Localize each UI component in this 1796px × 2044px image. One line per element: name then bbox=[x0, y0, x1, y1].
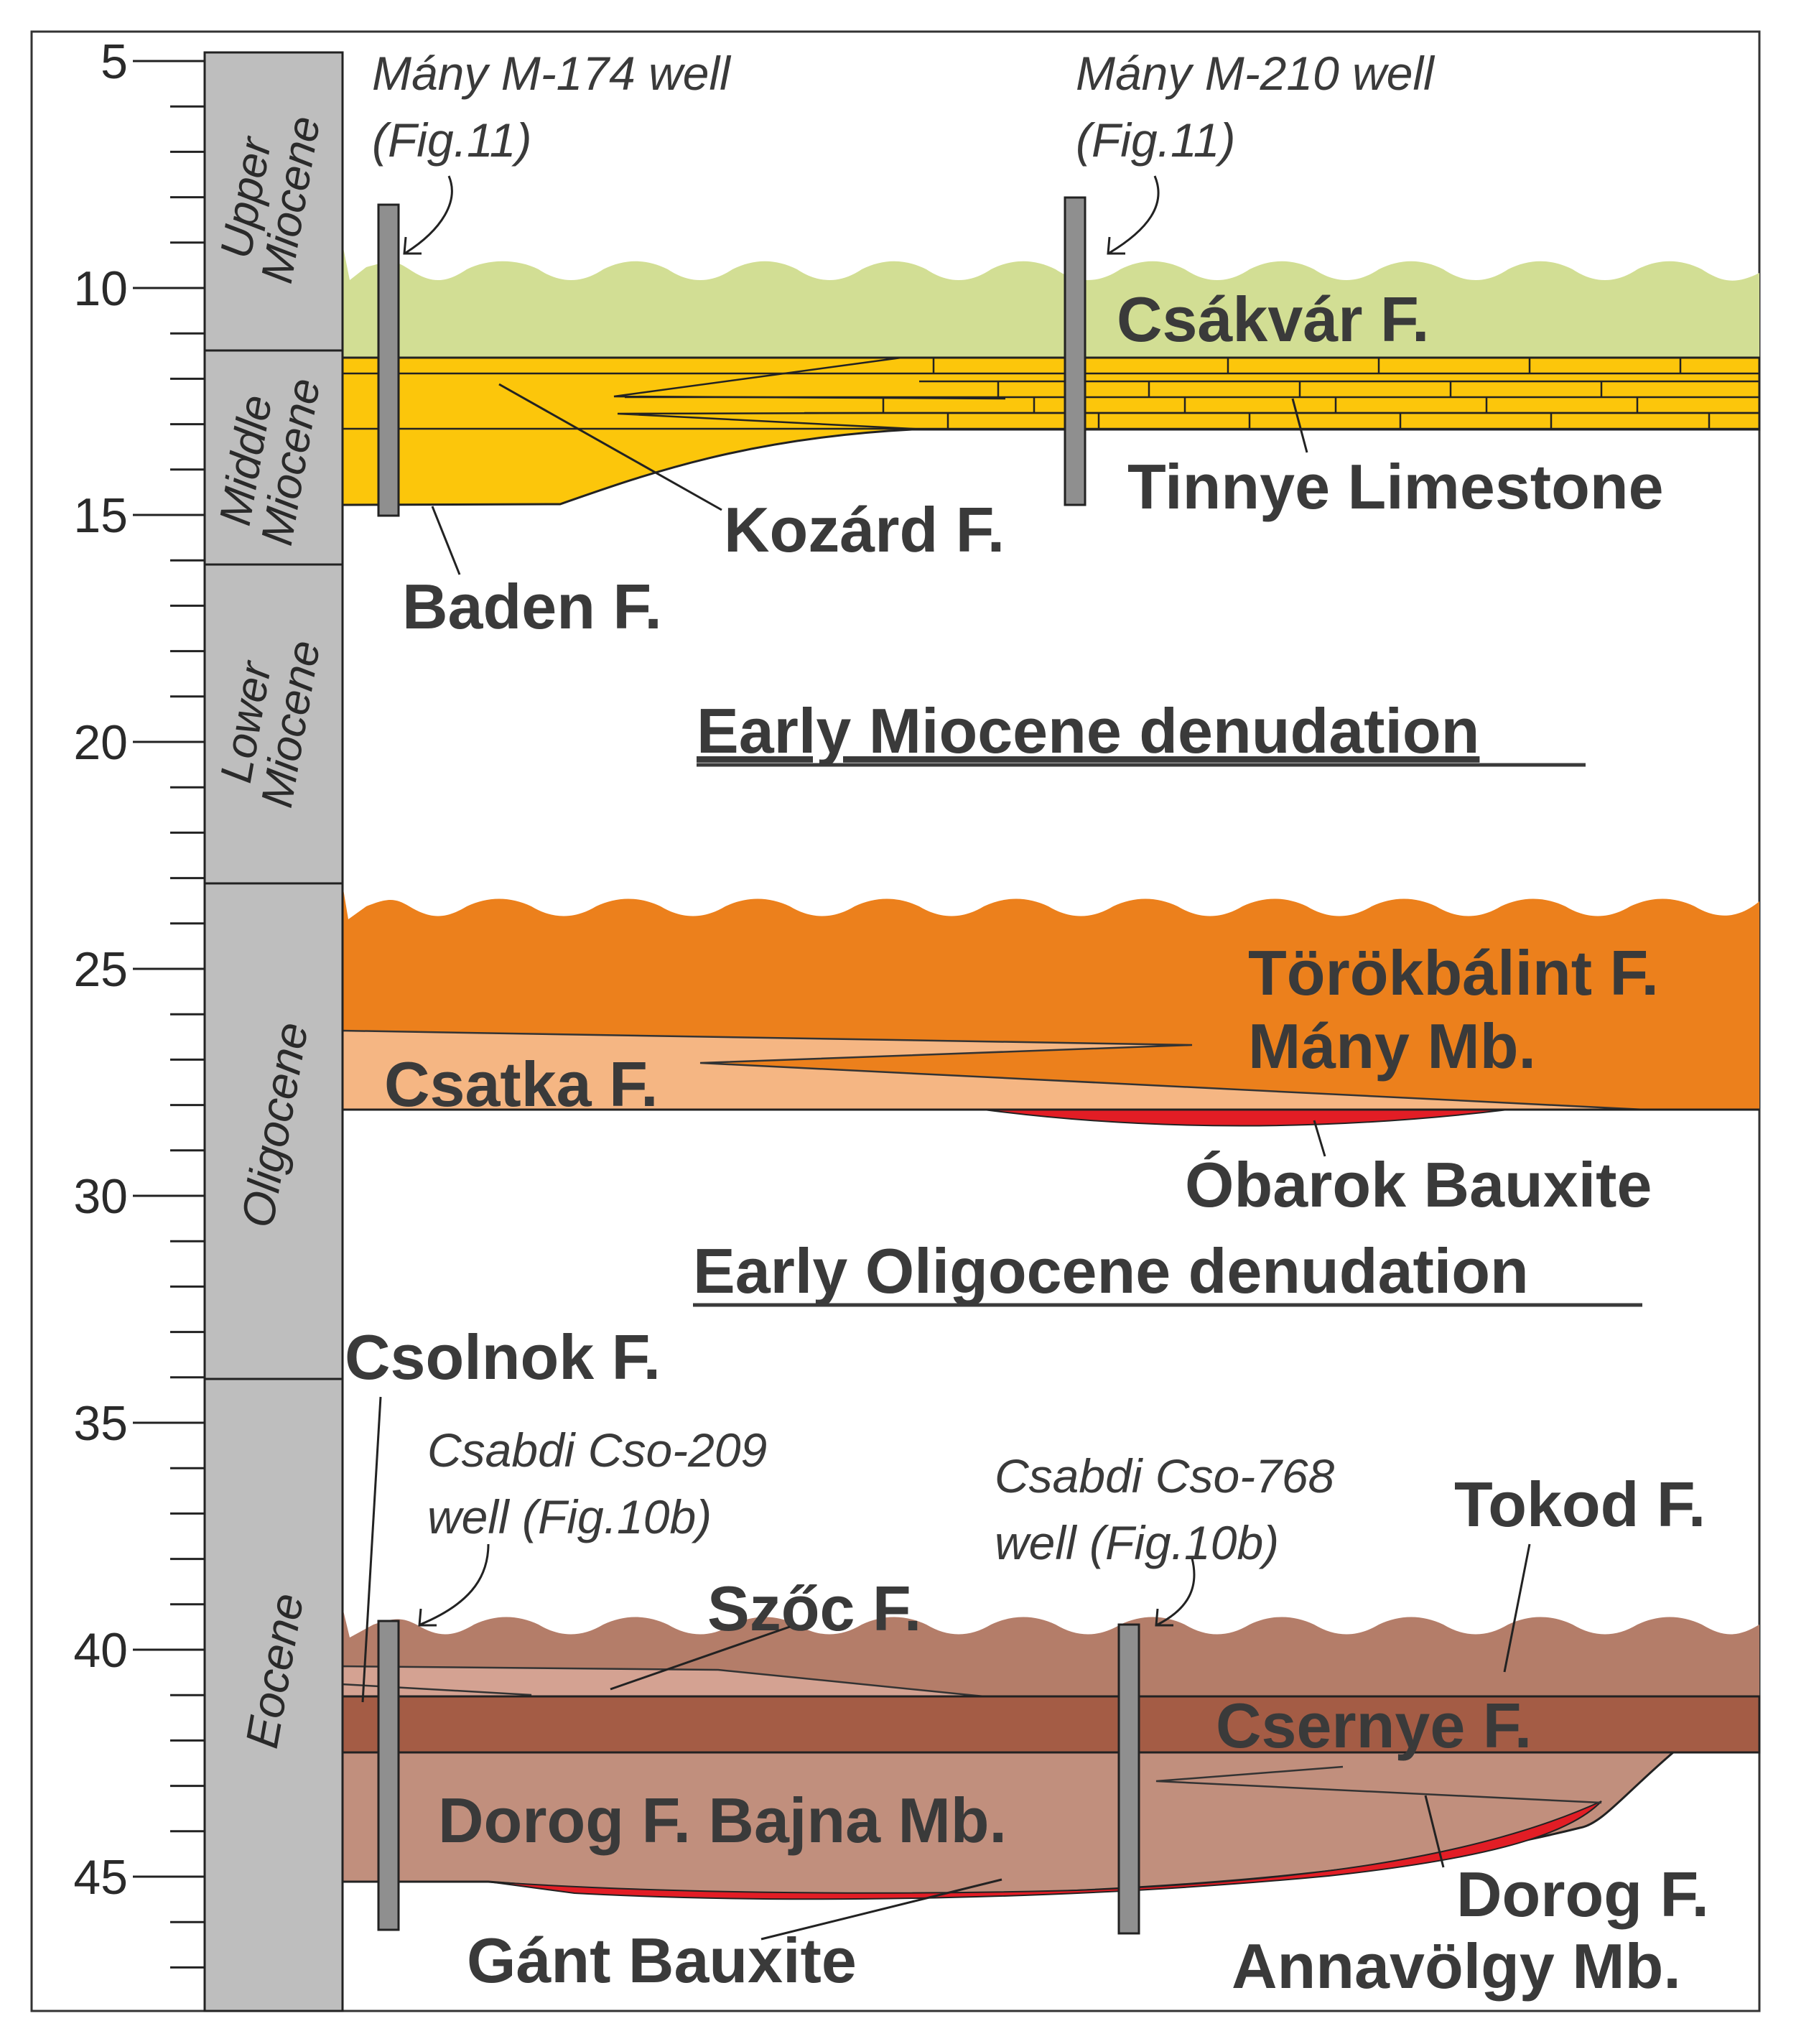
tick-label-35: 35 bbox=[73, 1396, 128, 1451]
gant-bauxite bbox=[488, 1801, 1602, 1900]
middle-miocene-band bbox=[340, 356, 1761, 506]
well-cso768 bbox=[1117, 1623, 1140, 1935]
well-label-cso209: Csabdi Cso-209 well (Fig.10b) bbox=[427, 1423, 781, 1543]
label-torokbalint: Törökbálint F. bbox=[1248, 937, 1659, 1008]
well-label-m210: Mány M-210 well (Fig.11) bbox=[1076, 47, 1447, 167]
label-dorog-bajna: Dorog F. Bajna Mb. bbox=[438, 1785, 1007, 1856]
label-annavolgy: Annavölgy Mb. bbox=[1232, 1931, 1681, 2002]
label-csernye: Csernye F. bbox=[1216, 1690, 1532, 1761]
tick-label-5: 5 bbox=[101, 34, 128, 89]
label-dorog: Dorog F. bbox=[1456, 1859, 1709, 1930]
tick-label-25: 25 bbox=[73, 942, 128, 997]
tick-label-10: 10 bbox=[73, 261, 128, 316]
label-early-miocene: Early Miocene denudation bbox=[697, 695, 1479, 766]
leader-lines bbox=[361, 383, 1531, 1941]
csakvar-formation bbox=[341, 237, 1759, 358]
label-szoc: Szőc F. bbox=[707, 1573, 921, 1644]
label-baden: Baden F. bbox=[402, 571, 662, 642]
tick-label-15: 15 bbox=[73, 488, 128, 543]
tick-label-30: 30 bbox=[73, 1169, 128, 1224]
label-tinnye: Tinnye Limestone bbox=[1127, 451, 1664, 522]
limestone-brick-ticks bbox=[882, 358, 1711, 429]
well-m174 bbox=[377, 203, 400, 517]
age-axis-ticks bbox=[133, 60, 205, 1969]
tick-label-40: 40 bbox=[73, 1623, 128, 1678]
label-many-mb: Mány Mb. bbox=[1248, 1011, 1536, 1082]
label-gant: Gánt Bauxite bbox=[467, 1925, 857, 1996]
label-early-oligocene: Early Oligocene denudation bbox=[693, 1235, 1529, 1306]
label-obarok: Óbarok Bauxite bbox=[1185, 1149, 1652, 1220]
label-csakvar: Csákvár F. bbox=[1117, 284, 1429, 355]
geologic-column bbox=[203, 51, 344, 2012]
well-label-cso768: Csabdi Cso-768 well (Fig.10b) bbox=[995, 1449, 1348, 1569]
annavolgy-wedge bbox=[1155, 1765, 1602, 1804]
tick-label-20: 20 bbox=[73, 715, 128, 770]
obarok-bauxite bbox=[983, 1109, 1509, 1127]
well-m210 bbox=[1064, 196, 1087, 506]
tick-label-45: 45 bbox=[73, 1850, 128, 1905]
well-label-m174: Mány M-174 well (Fig.11) bbox=[372, 47, 743, 167]
epoch-boundaries bbox=[205, 349, 343, 1380]
label-csatka: Csatka F. bbox=[384, 1049, 659, 1120]
label-kozard: Kozárd F. bbox=[724, 494, 1005, 565]
label-csolnok: Csolnok F. bbox=[345, 1321, 661, 1393]
well-arrows bbox=[403, 175, 1196, 1627]
label-tokod: Tokod F. bbox=[1454, 1469, 1706, 1540]
well-cso209 bbox=[377, 1620, 400, 1931]
csernye-formation bbox=[340, 1695, 1761, 1754]
age-axis-labels: 5 10 15 20 25 30 35 40 45 bbox=[73, 34, 128, 1905]
